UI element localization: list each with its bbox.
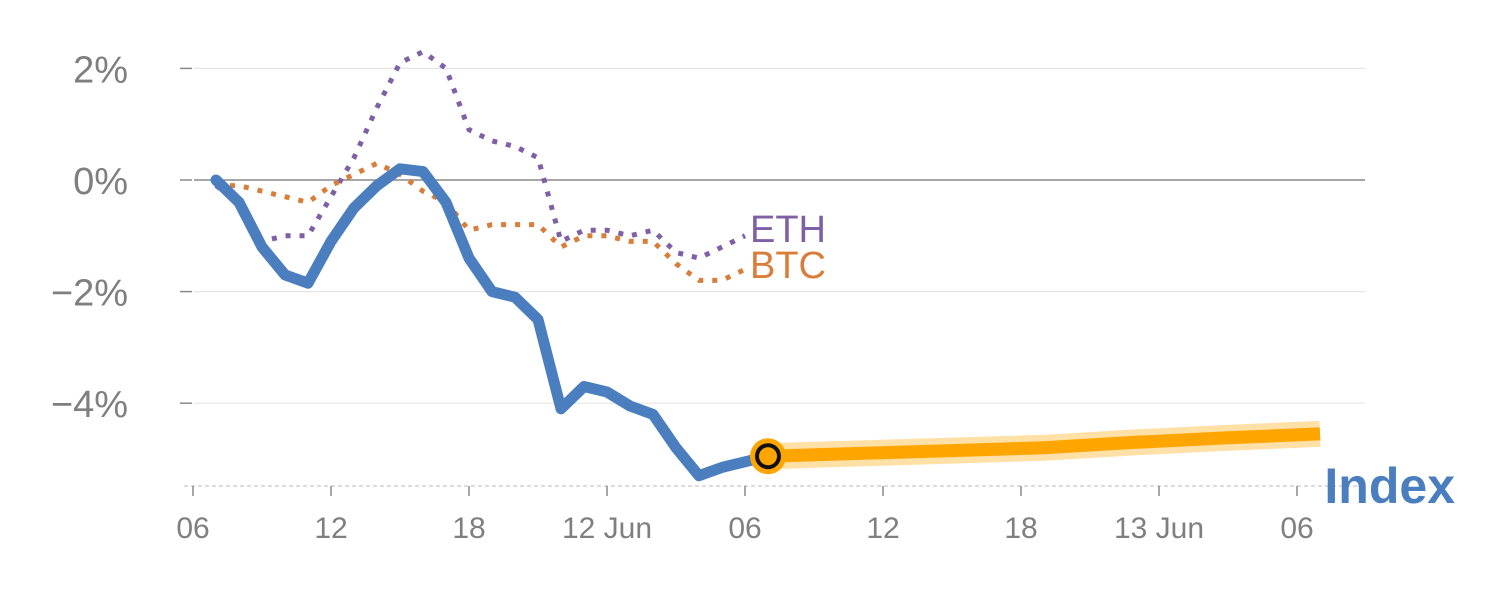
series-label-btc: BTC — [750, 245, 826, 287]
x-tick-label: 06 — [1280, 512, 1313, 545]
series-line-index — [210, 163, 774, 482]
series-label-eth: ETH — [750, 209, 826, 251]
y-tick-label: −2% — [51, 273, 128, 315]
x-tick-label: 18 — [452, 512, 485, 545]
x-tick-label: 06 — [728, 512, 761, 545]
x-tick-label: 12 — [314, 512, 347, 545]
current-point-marker — [755, 443, 781, 470]
x-tick-label: 18 — [1004, 512, 1037, 545]
forecast-line — [767, 427, 1321, 463]
y-tick-label: 0% — [73, 161, 128, 203]
y-tick-label: −4% — [51, 384, 128, 426]
series-line-eth — [214, 49, 747, 261]
x-tick-label: 12 Jun — [562, 512, 652, 545]
x-tick-label: 06 — [176, 512, 209, 545]
axis-layer — [180, 67, 1365, 496]
y-tick-label: 2% — [73, 49, 128, 91]
series-label-index: Index — [1324, 458, 1455, 514]
series-layer — [210, 49, 1321, 482]
x-tick-label: 13 Jun — [1114, 512, 1204, 545]
series-line-btc — [216, 160, 747, 283]
x-tick-label: 12 — [866, 512, 899, 545]
label-layer: 2% 0% −2% −4% 06 12 18 12 Jun 06 12 18 13 Jun 06 ETHB… — [51, 49, 1455, 545]
